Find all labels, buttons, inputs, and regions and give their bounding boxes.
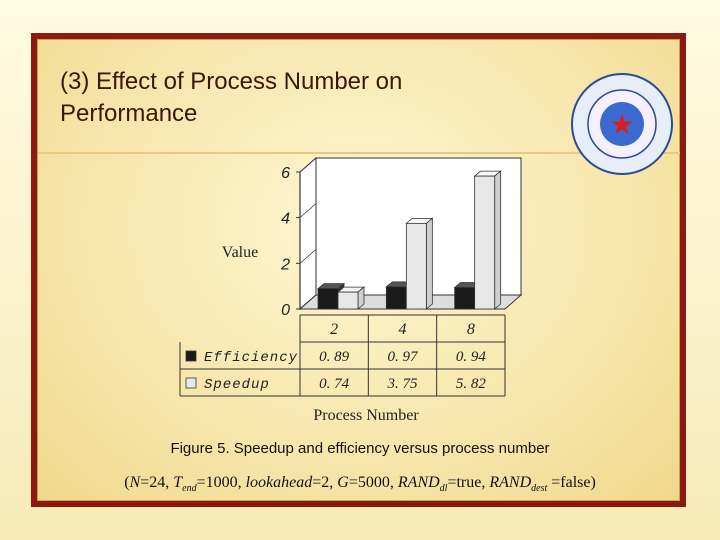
bar-side (425, 217, 433, 310)
university-emblem-icon: ★ (571, 73, 673, 175)
bar-front (454, 287, 476, 310)
x-tick-label: 8 (467, 321, 475, 338)
y-grid-diagonal (299, 157, 317, 173)
y-grid-diagonal (299, 294, 317, 310)
bar-side (494, 170, 502, 310)
data-label: 0. 97 (388, 349, 420, 365)
title-divider (38, 152, 680, 154)
data-label: 3. 75 (387, 376, 419, 392)
emblem-star: ★ (609, 108, 634, 141)
figure-caption: Figure 5. Speedup and efficiency versus … (170, 440, 550, 457)
bar-front (317, 288, 339, 310)
bar-front (405, 222, 427, 310)
y-tick-label: 4 (281, 211, 290, 228)
data-label: 0. 94 (456, 349, 487, 365)
bar-front (474, 175, 496, 310)
data-label: 5. 82 (456, 376, 487, 392)
legend-swatch (185, 377, 197, 389)
y-tick-label: 6 (281, 165, 290, 182)
y-tick-label: 2 (280, 256, 290, 273)
legend-label: Efficiency (204, 350, 298, 366)
bar-front (385, 286, 407, 310)
chart-side-wall (299, 156, 317, 311)
x-axis-label: Process Number (313, 407, 419, 424)
bar-front (337, 291, 359, 310)
slide-title: (3) Effect of Process Number on Performa… (60, 68, 403, 127)
bar-speedup (405, 217, 434, 310)
data-label: 0. 74 (319, 376, 350, 392)
figure-parameters: (N=24, Tend=1000, lookahead=2, G=5000, R… (124, 474, 596, 495)
slide-inner-frame (37, 39, 680, 501)
y-axis-label: Value (222, 244, 258, 261)
legend-label: Speedup (204, 377, 270, 393)
y-grid-diagonal (299, 203, 317, 218)
legend-swatch (185, 350, 197, 362)
data-label: 0. 89 (319, 349, 350, 365)
x-tick-label: 4 (399, 321, 407, 338)
bar-speedup (473, 170, 502, 310)
y-tick-label: 0 (281, 302, 290, 319)
y-grid-diagonal (299, 249, 317, 264)
bar-speedup (336, 286, 366, 310)
x-tick-label: 2 (330, 321, 338, 338)
